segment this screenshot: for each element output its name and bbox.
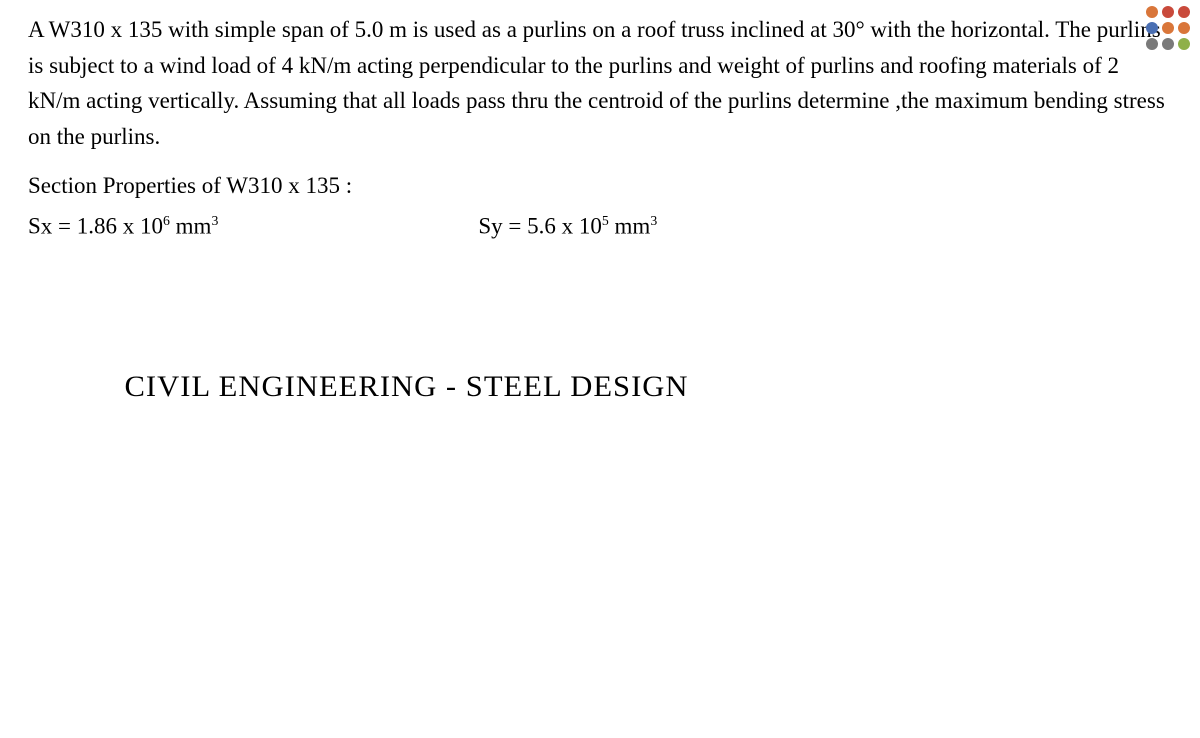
sy-exponent: 5 [602,213,609,228]
dot-icon [1146,6,1158,18]
dot-icon [1162,22,1174,34]
sy-label: Sy = 5.6 x 10 [478,213,602,238]
page-content: A W310 x 135 with simple span of 5.0 m i… [0,0,1200,738]
dot-icon [1178,38,1190,50]
sx-unit: mm [170,213,212,238]
problem-statement: A W310 x 135 with simple span of 5.0 m i… [28,12,1172,155]
sx-label: Sx = 1.86 x 10 [28,213,163,238]
section-properties-row: Sx = 1.86 x 106 mm3 Sy = 5.6 x 105 mm3 [28,213,1172,240]
dot-icon [1146,22,1158,34]
sx-value: Sx = 1.86 x 106 mm3 [28,213,218,240]
dot-icon [1162,38,1174,50]
sy-unit: mm [609,213,651,238]
sx-exponent: 6 [163,213,170,228]
dot-icon [1162,6,1174,18]
handwritten-note: CIVIL ENGINEERING - STEEL DESIGN [124,370,688,404]
dot-icon [1146,38,1158,50]
dot-icon [1178,22,1190,34]
sy-unit-exponent: 3 [650,213,657,228]
sx-unit-exponent: 3 [211,213,218,228]
sy-value: Sy = 5.6 x 105 mm3 [478,213,657,240]
corner-dots-icon [1146,6,1190,50]
dot-icon [1178,6,1190,18]
section-properties-header: Section Properties of W310 x 135 : [28,173,1172,199]
